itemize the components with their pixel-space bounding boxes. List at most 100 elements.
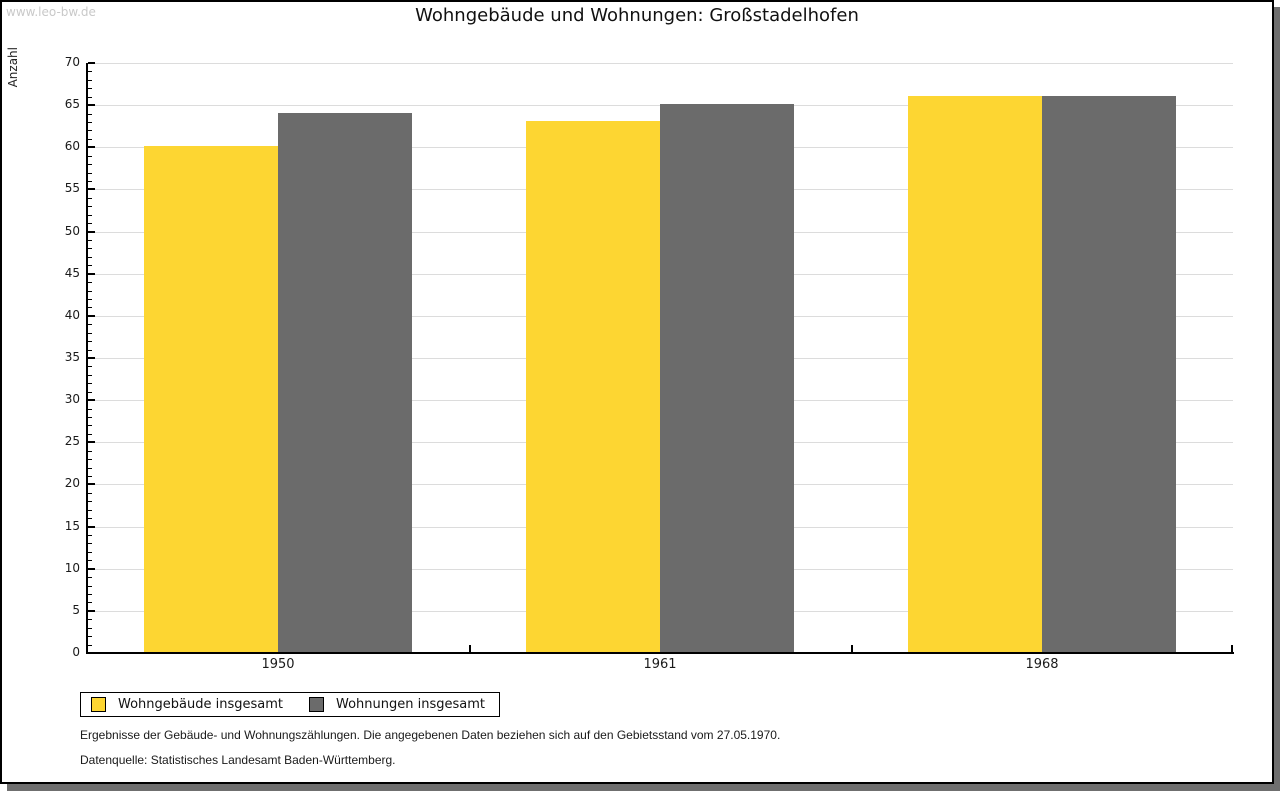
y-axis-minor-tick	[88, 240, 92, 241]
y-axis-minor-tick	[88, 206, 92, 207]
y-axis-minor-tick	[88, 341, 92, 342]
x-tick-label: 1961	[643, 657, 677, 672]
legend-item-1: Wohnungen insgesamt	[309, 697, 485, 712]
y-axis-minor-tick	[88, 139, 92, 140]
y-axis-major-tick	[88, 441, 95, 443]
y-axis-minor-tick	[88, 88, 92, 89]
bar-1950-series1	[278, 113, 412, 652]
y-axis-minor-tick	[88, 518, 92, 519]
y-axis-minor-tick	[88, 198, 92, 199]
y-axis-minor-tick	[88, 619, 92, 620]
y-axis-minor-tick	[88, 383, 92, 384]
y-tick-label: 70	[64, 55, 80, 69]
y-tick-label: 25	[64, 434, 80, 448]
y-axis-minor-tick	[88, 257, 92, 258]
y-tick-label: 30	[64, 392, 80, 406]
y-axis-major-tick	[88, 399, 95, 401]
y-axis-minor-tick	[88, 501, 92, 502]
legend: Wohngebäude insgesamt Wohnungen insgesamt	[80, 692, 500, 717]
y-axis-major-tick	[88, 568, 95, 570]
y-axis-minor-tick	[88, 552, 92, 553]
gridline	[88, 63, 1233, 64]
y-axis-minor-tick	[88, 173, 92, 174]
y-axis-minor-tick	[88, 324, 92, 325]
bar-1968-series0	[908, 96, 1042, 652]
bar-1950-series0	[144, 146, 278, 652]
y-tick-label: 20	[64, 476, 80, 490]
y-axis-major-tick	[88, 188, 95, 190]
y-axis-minor-tick	[88, 602, 92, 603]
y-axis-minor-tick	[88, 535, 92, 536]
y-axis-minor-tick	[88, 181, 92, 182]
y-axis-major-tick	[88, 231, 95, 233]
y-axis-minor-tick	[88, 425, 92, 426]
y-axis-minor-tick	[88, 451, 92, 452]
y-tick-label: 45	[64, 266, 80, 280]
y-tick-label: 40	[64, 308, 80, 322]
y-axis-minor-tick	[88, 333, 92, 334]
y-axis-minor-tick	[88, 80, 92, 81]
x-axis-tick	[851, 645, 853, 652]
y-axis-major-tick	[88, 483, 95, 485]
footnote-methodology: Ergebnisse der Gebäude- und Wohnungszähl…	[80, 728, 781, 742]
y-axis-minor-tick	[88, 156, 92, 157]
watermark: www.leo-bw.de	[6, 5, 96, 19]
x-tick-label: 1950	[261, 657, 295, 672]
x-axis-end-tick	[1231, 645, 1233, 652]
y-axis-minor-tick	[88, 645, 92, 646]
y-axis-minor-tick	[88, 434, 92, 435]
y-axis-major-tick	[88, 62, 95, 64]
y-axis-minor-tick	[88, 215, 92, 216]
y-axis-minor-tick	[88, 71, 92, 72]
x-axis-line	[86, 652, 1234, 654]
y-tick-label: 50	[64, 224, 80, 238]
y-axis-minor-tick	[88, 577, 92, 578]
y-axis-minor-tick	[88, 307, 92, 308]
y-axis-major-tick	[88, 652, 95, 654]
y-axis-minor-tick	[88, 97, 92, 98]
y-axis-minor-tick	[88, 265, 92, 266]
y-axis-minor-tick	[88, 392, 92, 393]
y-axis-minor-tick	[88, 594, 92, 595]
y-axis-minor-tick	[88, 350, 92, 351]
y-axis-minor-tick	[88, 299, 92, 300]
y-axis-minor-tick	[88, 366, 92, 367]
y-axis-major-tick	[88, 104, 95, 106]
y-axis-minor-tick	[88, 164, 92, 165]
y-axis-minor-tick	[88, 468, 92, 469]
y-axis-line	[86, 63, 88, 654]
legend-item-0: Wohngebäude insgesamt	[91, 697, 283, 712]
y-axis-minor-tick	[88, 114, 92, 115]
y-axis-major-tick	[88, 146, 95, 148]
y-axis-minor-tick	[88, 291, 92, 292]
y-axis-minor-tick	[88, 409, 92, 410]
bar-1961-series1	[660, 104, 794, 652]
y-axis-minor-tick	[88, 417, 92, 418]
y-axis-major-tick	[88, 273, 95, 275]
y-axis-major-tick	[88, 315, 95, 317]
y-axis-minor-tick	[88, 493, 92, 494]
footnote-source: Datenquelle: Statistisches Landesamt Bad…	[80, 753, 396, 767]
y-axis-minor-tick	[88, 476, 92, 477]
chart-title: Wohngebäude und Wohnungen: Großstadelhof…	[415, 5, 859, 26]
legend-swatch-1	[309, 697, 324, 712]
y-tick-label: 35	[64, 350, 80, 364]
y-axis-major-tick	[88, 526, 95, 528]
y-axis-minor-tick	[88, 282, 92, 283]
bar-1968-series1	[1042, 96, 1176, 652]
y-tick-label: 55	[64, 181, 80, 195]
y-axis-major-tick	[88, 610, 95, 612]
y-tick-label: 5	[72, 603, 80, 617]
legend-label-1: Wohnungen insgesamt	[336, 697, 485, 712]
y-axis-minor-tick	[88, 248, 92, 249]
y-axis-minor-tick	[88, 636, 92, 637]
y-tick-label: 0	[72, 645, 80, 659]
y-axis-major-tick	[88, 357, 95, 359]
plot-area: 1950 1961 1968 0 5 10 15 20 25 30 35 40 45 50 55 60 65 70	[2, 2, 1272, 782]
legend-label-0: Wohngebäude insgesamt	[118, 697, 283, 712]
y-tick-label: 65	[64, 97, 80, 111]
y-axis-minor-tick	[88, 459, 92, 460]
y-tick-label: 60	[64, 139, 80, 153]
